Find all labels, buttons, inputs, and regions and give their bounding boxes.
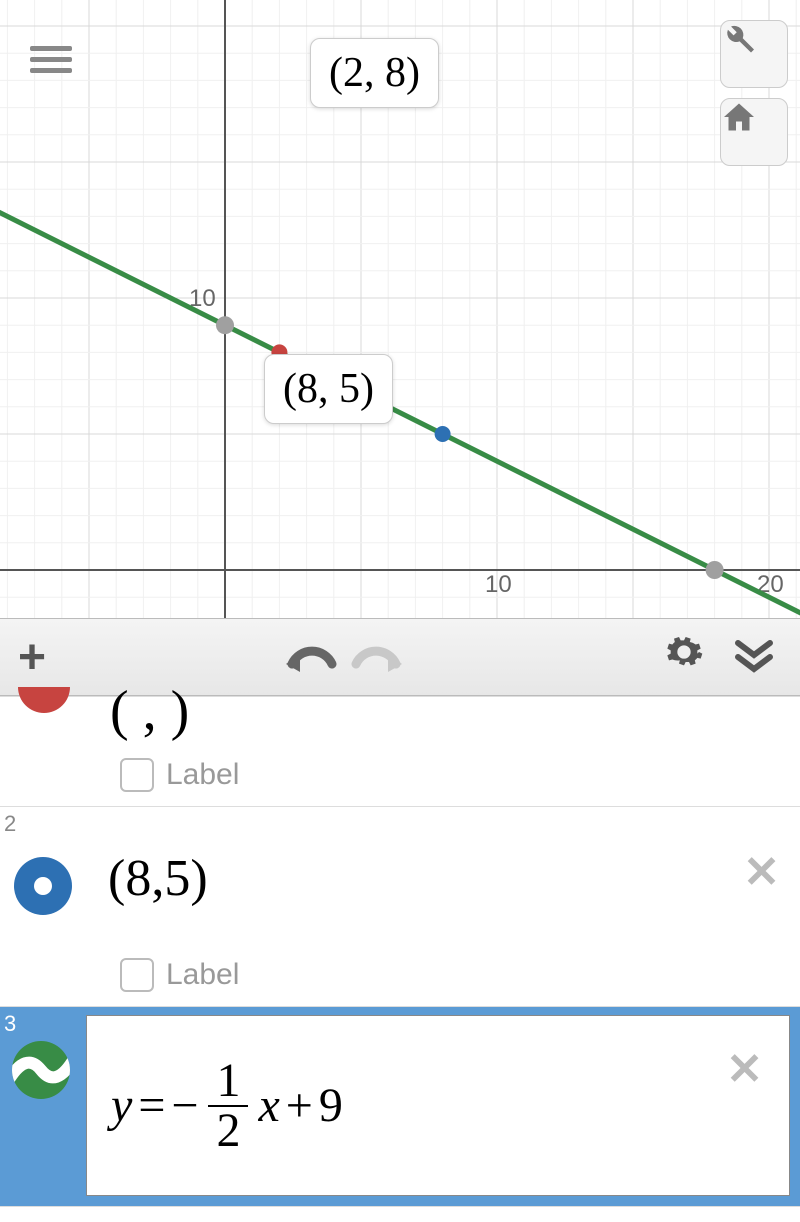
- eq-y: y: [111, 1078, 132, 1133]
- eq-minus: −: [171, 1078, 198, 1133]
- row-index-3: 3: [4, 1011, 16, 1037]
- expression-row-3[interactable]: 3 y = − 1 2 x + 9 ✕: [0, 1006, 800, 1206]
- home-button[interactable]: [720, 98, 788, 166]
- wave-icon: [12, 1041, 70, 1099]
- expression-row-2[interactable]: 2 (8,5) ✕ Label: [0, 806, 800, 1006]
- expression-3-input[interactable]: y = − 1 2 x + 9 ✕: [86, 1015, 790, 1196]
- color-dot-green[interactable]: [12, 1041, 70, 1099]
- label-toggle-1[interactable]: Label: [120, 758, 239, 792]
- label-toggle-2[interactable]: Label: [120, 958, 239, 992]
- eq-x: x: [258, 1078, 279, 1133]
- graph-canvas[interactable]: 102010 (2, 8)(8, 5): [0, 0, 800, 618]
- menu-button[interactable]: [30, 40, 72, 79]
- expression-1-text: ( , ): [110, 679, 189, 743]
- eq-plus: +: [286, 1078, 313, 1133]
- checkbox-icon: [120, 758, 154, 792]
- add-expression-button[interactable]: +: [18, 630, 46, 685]
- expression-row-1[interactable]: ( , ) Label: [0, 696, 800, 806]
- color-dot-red[interactable]: [18, 687, 70, 713]
- redo-button[interactable]: [350, 638, 404, 676]
- wrench-button[interactable]: [720, 20, 788, 88]
- color-dot-blue[interactable]: [14, 857, 72, 915]
- eq-const: 9: [319, 1078, 343, 1133]
- row-index-2: 2: [4, 811, 16, 837]
- undo-button[interactable]: [284, 638, 338, 676]
- label-text: Label: [166, 758, 239, 792]
- gear-icon: [664, 632, 704, 672]
- delete-row-3[interactable]: ✕: [726, 1044, 763, 1095]
- delete-row-2[interactable]: ✕: [743, 847, 780, 898]
- expression-list: ( , ) Label 2 (8,5) ✕ Label 3 y = −: [0, 696, 800, 1222]
- collapse-button[interactable]: [726, 633, 782, 682]
- wrench-icon: [721, 21, 757, 57]
- settings-button[interactable]: [658, 632, 710, 682]
- home-icon: [721, 99, 757, 135]
- checkbox-icon: [120, 958, 154, 992]
- point-label[interactable]: (2, 8): [310, 38, 439, 108]
- expression-row-4[interactable]: [0, 1206, 800, 1222]
- chevron-down-icon: [732, 633, 776, 677]
- eq-fraction: 1 2: [208, 1057, 248, 1155]
- eq-equals: =: [138, 1078, 165, 1133]
- expression-2-text: (8,5): [108, 849, 208, 908]
- label-text: Label: [166, 958, 239, 992]
- svg-text:10: 10: [485, 571, 512, 598]
- point-label[interactable]: (8, 5): [264, 354, 393, 424]
